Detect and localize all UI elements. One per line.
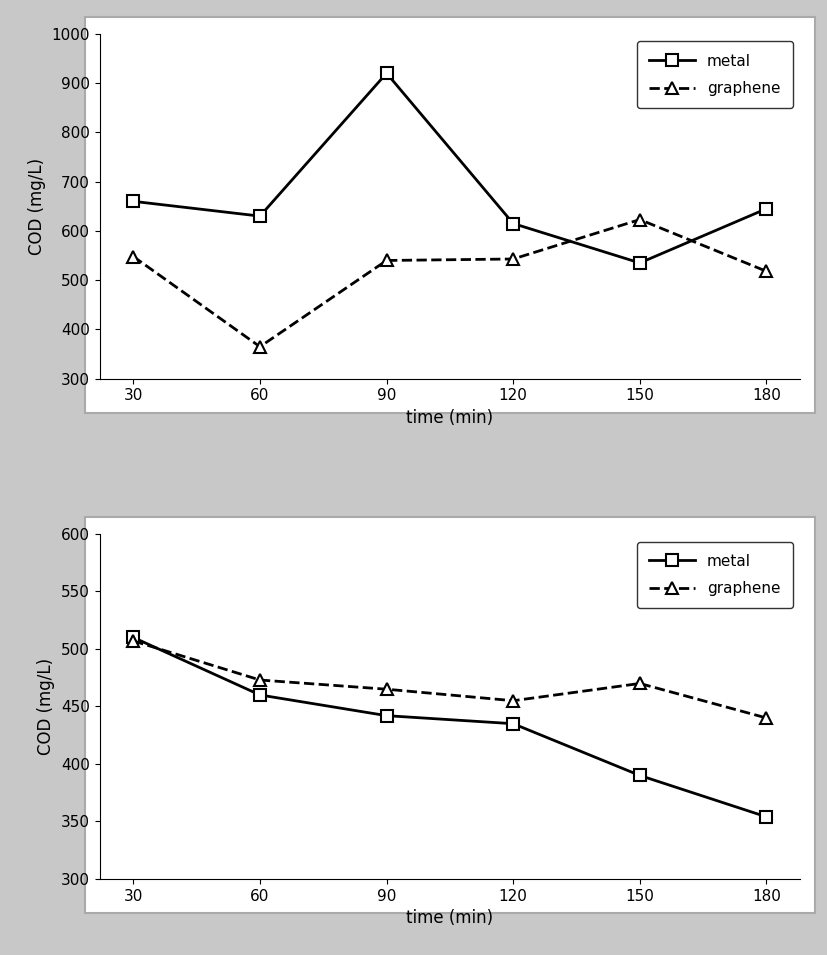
Line: metal: metal: [127, 68, 771, 268]
Y-axis label: COD (mg/L): COD (mg/L): [37, 658, 55, 755]
graphene: [508, 253, 518, 265]
X-axis label: time (min): time (min): [406, 909, 493, 927]
X-axis label: time (min): time (min): [406, 409, 493, 427]
Legend: metal, graphene: metal, graphene: [636, 541, 791, 608]
metal: [761, 811, 771, 822]
Line: metal: metal: [127, 632, 771, 822]
metal: [508, 718, 518, 730]
metal: [761, 203, 771, 215]
graphene: [255, 674, 265, 686]
metal: [255, 210, 265, 222]
Y-axis label: COD (mg/L): COD (mg/L): [28, 158, 45, 255]
graphene: [381, 255, 391, 266]
metal: [634, 257, 644, 268]
graphene: [128, 251, 138, 263]
graphene: [381, 684, 391, 695]
Line: graphene: graphene: [127, 635, 771, 724]
metal: [128, 196, 138, 207]
metal: [508, 218, 518, 229]
metal: [128, 632, 138, 644]
metal: [634, 770, 644, 781]
graphene: [761, 712, 771, 724]
metal: [255, 690, 265, 701]
graphene: [508, 695, 518, 707]
graphene: [128, 635, 138, 647]
Legend: metal, graphene: metal, graphene: [636, 41, 791, 108]
metal: [381, 68, 391, 79]
graphene: [255, 341, 265, 352]
Line: graphene: graphene: [127, 214, 771, 352]
metal: [381, 710, 391, 721]
graphene: [761, 265, 771, 277]
graphene: [634, 678, 644, 690]
graphene: [634, 214, 644, 225]
